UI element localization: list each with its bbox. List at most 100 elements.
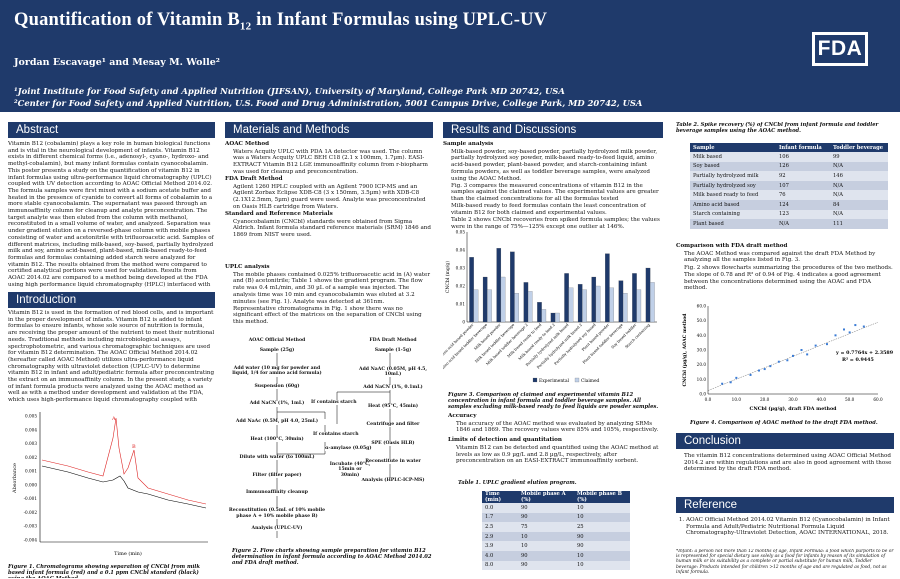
bar-experimental bbox=[618, 280, 624, 323]
table-cell: 90 bbox=[518, 512, 574, 523]
methods-text: AOAC Method Waters Acquity UPLC with PDA… bbox=[225, 141, 433, 269]
table-cell: 10 bbox=[574, 560, 630, 571]
comparison-subheading: Comparison with FDA draft method bbox=[676, 243, 788, 249]
table-cell: 8.0 bbox=[482, 560, 518, 571]
bar-claimed bbox=[514, 293, 519, 323]
peak-a-label: A bbox=[111, 416, 116, 422]
bar-experimental bbox=[645, 267, 651, 323]
table-row: Plant based N/A 111 bbox=[690, 219, 888, 229]
lod-item: Vitamin B12 can be detected and quantifi… bbox=[456, 445, 662, 465]
flow-side-1: If contains starch bbox=[311, 400, 357, 406]
uplc-item: The mobile phases contained 0.025% trifl… bbox=[233, 272, 433, 306]
std-subheading: Standard and Reference Materials bbox=[225, 211, 333, 218]
flow-side-3: α-amylase (0.05g) bbox=[325, 446, 372, 452]
flow-step: Reconstitution (0.5mL of 10% mobile phas… bbox=[225, 508, 329, 519]
reference-heading: Reference bbox=[676, 497, 894, 513]
bar-claimed bbox=[595, 285, 601, 323]
table-cell: Starch containing bbox=[690, 209, 776, 220]
table-cell: 124 bbox=[776, 199, 830, 210]
bar-experimental bbox=[496, 248, 502, 323]
scatter-point bbox=[763, 368, 766, 371]
scatter-point bbox=[749, 373, 752, 376]
table-cell: 90 bbox=[518, 550, 574, 561]
scatter-ytick-label: 10.0 bbox=[697, 377, 707, 382]
table-cell: 111 bbox=[830, 219, 888, 229]
flow-side-4: Incubate (40°C, 15min or 30min) bbox=[329, 462, 371, 479]
poster-title: Quantification of Vitamin B12 in Infant … bbox=[14, 10, 548, 33]
fit-equation: y = 0.7764x + 2.3589 bbox=[835, 350, 894, 356]
flow-step: Add NaAc (0.5M, pH 4.0, 25mL) bbox=[225, 419, 329, 425]
sample-item: Milk-based ready to feed formulas contai… bbox=[451, 203, 665, 216]
scatter-point bbox=[769, 365, 772, 368]
fig1-ylabel: Absorbance bbox=[12, 463, 18, 494]
sample-item: Fig. 3 compares the measured concentrati… bbox=[451, 183, 665, 203]
table-cell: N/A bbox=[776, 219, 830, 229]
table-row: Partially hydrolyzed milk 92 146 bbox=[690, 171, 888, 181]
bar-ylabel: CNCbl (mg/g) bbox=[444, 261, 451, 293]
aoac-subheading: AOAC Method bbox=[225, 141, 269, 147]
bar-claimed bbox=[555, 312, 560, 323]
table-cell: 92 bbox=[776, 171, 830, 181]
table-cell: 2.5 bbox=[482, 522, 518, 532]
sample-subheading: Sample analysis bbox=[443, 141, 494, 147]
fig1-ytick-label: 0.002 bbox=[25, 455, 37, 460]
table-row: Milk based 106 99 bbox=[690, 152, 888, 162]
scatter-xtick-label: 30.0 bbox=[788, 397, 798, 402]
scatter-point bbox=[806, 353, 809, 356]
bar-claimed bbox=[622, 293, 628, 323]
bar-claimed bbox=[636, 289, 642, 323]
table-cell: 84 bbox=[830, 199, 888, 210]
scatter-point bbox=[758, 369, 760, 372]
std-item: Cyanocobalamin (CNCbl) standards were ob… bbox=[233, 219, 433, 239]
table-header-cell: Toddler beverage bbox=[830, 143, 888, 152]
fda-logo: FDA bbox=[812, 32, 868, 66]
figure-1-caption: Figure 1. Chromatograms showing separati… bbox=[8, 564, 200, 578]
table-cell: 25 bbox=[574, 522, 630, 532]
table-1-gradient: Time (min) Mobile phase A (%) Mobile phase… bbox=[482, 491, 630, 571]
scatter-ylabel: CNCbl (µg/g), AOAC method bbox=[681, 313, 688, 387]
table-cell: Milk based bbox=[690, 152, 776, 162]
figure-1-chromatogram: 0.005 0.004 0.003 0.002 0.001 0.000 -0.001 -0.0… bbox=[12, 412, 208, 557]
fig1-ytick-label: -0.003 bbox=[24, 524, 38, 529]
bar-claimed bbox=[527, 291, 533, 323]
chromatogram-standard-line bbox=[41, 465, 207, 509]
table-cell: 90 bbox=[518, 560, 574, 571]
scatter-point bbox=[800, 349, 803, 351]
scatter-ytick-label: 20.0 bbox=[697, 362, 707, 367]
table-cell: Plant based bbox=[690, 219, 776, 229]
introduction-heading: Introduction bbox=[8, 292, 215, 308]
table-cell: 2.9 bbox=[482, 531, 518, 542]
introduction-text: Vitamin B12 is used in the formation of … bbox=[8, 310, 215, 403]
legend-swatch bbox=[574, 377, 580, 383]
conclusion-heading: Conclusion bbox=[676, 433, 894, 449]
legend-swatch bbox=[532, 377, 538, 383]
bar-experimental bbox=[550, 312, 556, 323]
scatter-xtick-label: 50.0 bbox=[845, 397, 855, 402]
table-header-cell: Infant formula bbox=[776, 143, 830, 152]
bar-claimed bbox=[650, 282, 655, 323]
table-cell: 75 bbox=[518, 522, 574, 532]
comparison-text: Comparison with FDA draft method The AOA… bbox=[676, 243, 894, 297]
figure-4-caption: Figure 4. Comparison of AOAC method to t… bbox=[690, 420, 878, 426]
table-cell: 0.0 bbox=[482, 503, 518, 513]
fig1-yticks: 0.005 0.004 0.003 0.002 0.001 0.000 -0.001 -0.0… bbox=[24, 414, 38, 543]
flow-step: Sample (25g) bbox=[225, 348, 329, 354]
sample-analysis-text: Sample analysis Milk-based powder, soy-b… bbox=[443, 141, 665, 229]
bar-ytick-label: 0.05 bbox=[456, 230, 466, 235]
peak-b-label: B bbox=[132, 444, 136, 450]
table-cell: Milk based ready to feed bbox=[690, 190, 776, 200]
scatter-ytick-label: 40.0 bbox=[697, 333, 707, 338]
fig1-ytick-label: -0.001 bbox=[24, 496, 38, 501]
table-cell: 10 bbox=[518, 531, 574, 542]
bar-experimental bbox=[510, 251, 515, 323]
accuracy-subheading: Accuracy bbox=[448, 413, 477, 419]
fig1-ytick-label: 0.001 bbox=[25, 469, 37, 474]
scatter-point bbox=[792, 354, 794, 357]
flow-step: Analysis (UPLC-UV) bbox=[225, 526, 329, 532]
table-header-cell: Mobile phase B (%) bbox=[574, 491, 630, 503]
poster-header: Quantification of Vitamin B12 in Infant … bbox=[0, 0, 900, 112]
fda-subheading: FDA Draft Method bbox=[225, 176, 283, 183]
bar-ytick-label: 0.03 bbox=[456, 266, 466, 271]
scatter-xtick-label: 40.0 bbox=[817, 397, 827, 402]
